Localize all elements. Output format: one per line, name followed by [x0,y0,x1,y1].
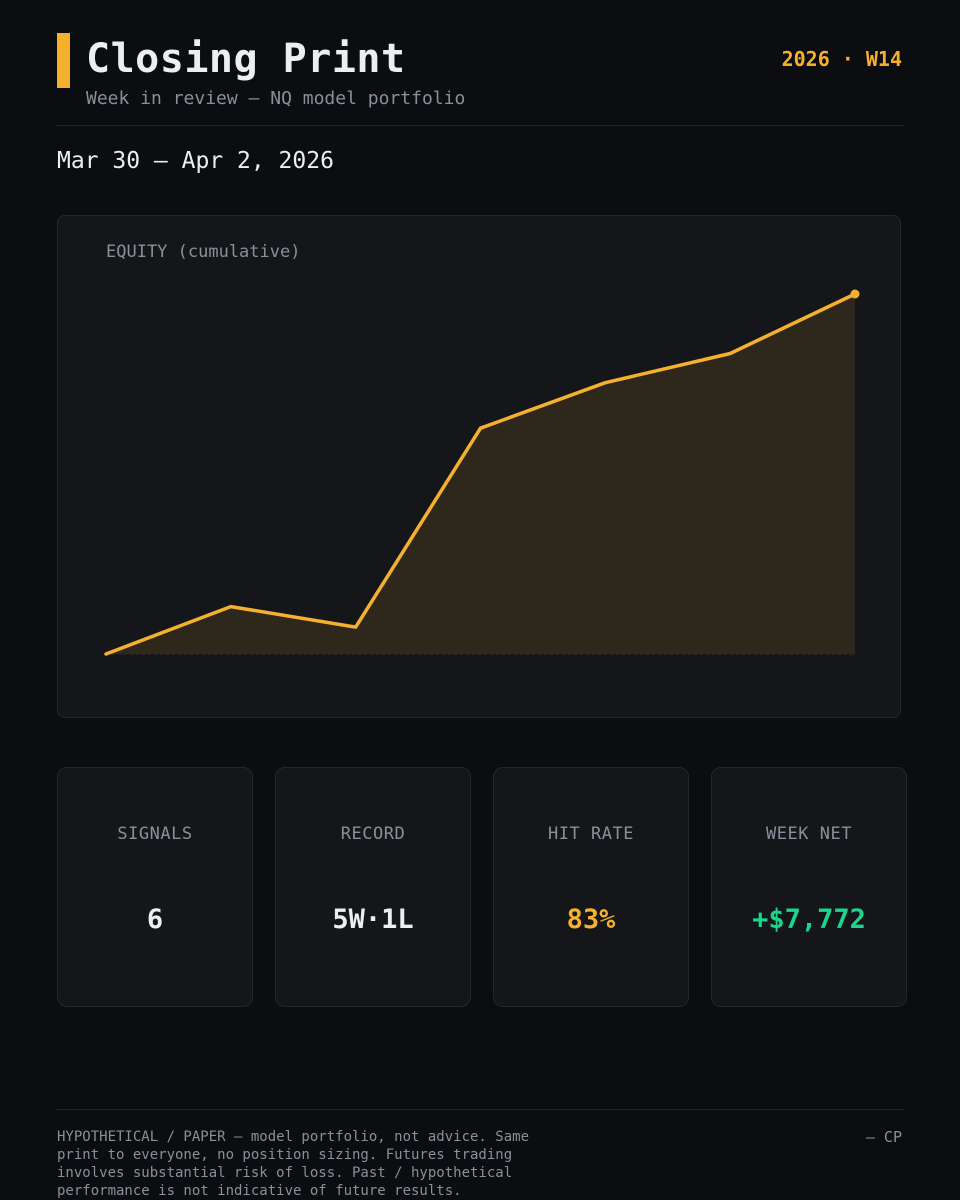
equity-point [850,289,860,299]
equity-chart-card: EQUITY (cumulative) [57,215,901,718]
chart-title: EQUITY (cumulative) [106,242,301,262]
title-accent-bar [57,33,70,88]
equity-chart [104,289,860,656]
date-range: Mar 30 – Apr 2, 2026 [57,148,334,174]
stat-card-signals: SIGNALS 6 [57,767,253,1007]
stat-value: 5W·1L [332,904,414,935]
disclaimer: HYPOTHETICAL / PAPER — model portfolio, … [57,1129,530,1199]
equity-area [106,294,855,654]
stat-value: +$7,772 [752,904,866,935]
signoff: — CP [865,1128,902,1146]
stat-value: 6 [146,904,164,935]
stat-label: WEEK NET [766,824,852,844]
week-tag: 2026 · W14 [781,47,902,71]
page-subtitle: Week in review — NQ model portfolio [86,88,466,109]
page-title: Closing Print [86,36,406,82]
footer-divider [57,1109,903,1110]
equity-line [104,292,857,656]
stat-label: HIT RATE [548,824,634,844]
stat-card-hit-rate: HIT RATE 83% [493,767,689,1007]
stat-label: SIGNALS [117,824,193,844]
stat-card-record: RECORD 5W·1L [275,767,471,1007]
header-divider [57,125,903,126]
stat-value: 83% [566,904,616,935]
stat-card-week-net: WEEK NET +$7,772 [711,767,907,1007]
stat-label: RECORD [340,824,406,844]
